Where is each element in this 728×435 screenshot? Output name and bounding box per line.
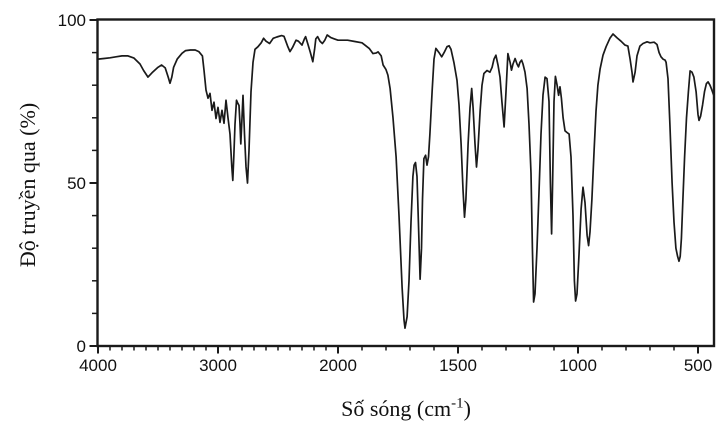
x-tick-label: 1500	[439, 356, 477, 375]
tick-labels: 4000 3000 2000 1500 1000 500 0 50 100	[58, 11, 713, 375]
plot-frame	[96, 18, 716, 348]
x-tick-label: 500	[684, 356, 712, 375]
x-axis-title: Số sóng (cm-1)	[98, 396, 714, 422]
y-tick-label: 0	[77, 337, 86, 356]
x-tick-label: 1000	[559, 356, 597, 375]
x-tick-label: 4000	[79, 356, 117, 375]
y-axis-title: Độ truyền qua (%)	[15, 102, 40, 268]
spectrum-curve	[97, 33, 715, 329]
x-axis-title-close: )	[463, 396, 471, 421]
x-tick-label: 3000	[199, 356, 237, 375]
x-axis-title-text: Số sóng (cm	[341, 396, 452, 421]
axis-ticks	[89, 19, 699, 354]
x-axis-title-superscript: -1	[451, 395, 464, 412]
x-tick-label: 2000	[319, 356, 357, 375]
y-tick-label: 50	[67, 174, 86, 193]
y-tick-label: 100	[58, 11, 86, 30]
